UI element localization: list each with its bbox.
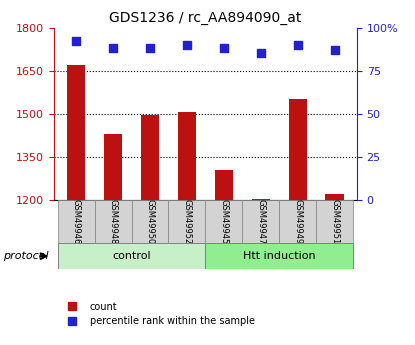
FancyBboxPatch shape	[168, 200, 205, 243]
Bar	[178, 112, 196, 200]
Bar	[215, 170, 233, 200]
Text: GSM49947: GSM49947	[256, 199, 265, 244]
FancyBboxPatch shape	[132, 200, 168, 243]
FancyBboxPatch shape	[58, 243, 205, 269]
Text: GSM49945: GSM49945	[220, 199, 228, 244]
Point	[258, 51, 264, 56]
Point	[110, 46, 116, 51]
Bar	[104, 134, 122, 200]
Point	[332, 47, 338, 53]
Point	[221, 46, 227, 51]
Text: GSM49948: GSM49948	[109, 199, 117, 244]
Text: GSM49952: GSM49952	[183, 199, 191, 244]
Text: GSM49946: GSM49946	[72, 199, 81, 244]
Text: GSM49949: GSM49949	[293, 199, 302, 244]
Bar	[325, 194, 344, 200]
Point	[146, 46, 153, 51]
Bar	[288, 99, 307, 200]
FancyBboxPatch shape	[279, 200, 316, 243]
Text: Htt induction: Htt induction	[243, 251, 316, 261]
Title: GDS1236 / rc_AA894090_at: GDS1236 / rc_AA894090_at	[109, 11, 302, 25]
Bar	[67, 65, 85, 200]
FancyBboxPatch shape	[316, 200, 353, 243]
Bar	[251, 199, 270, 200]
FancyBboxPatch shape	[205, 200, 242, 243]
Point	[73, 39, 79, 44]
Text: GSM49951: GSM49951	[330, 199, 339, 244]
Point	[295, 42, 301, 48]
Legend: count, percentile rank within the sample: count, percentile rank within the sample	[59, 298, 259, 330]
Point	[183, 42, 190, 48]
Text: control: control	[112, 251, 151, 261]
FancyBboxPatch shape	[205, 243, 353, 269]
Text: GSM49950: GSM49950	[146, 199, 154, 244]
Bar	[141, 115, 159, 200]
Text: protocol: protocol	[3, 251, 48, 261]
FancyBboxPatch shape	[58, 200, 95, 243]
FancyBboxPatch shape	[95, 200, 132, 243]
FancyBboxPatch shape	[242, 200, 279, 243]
